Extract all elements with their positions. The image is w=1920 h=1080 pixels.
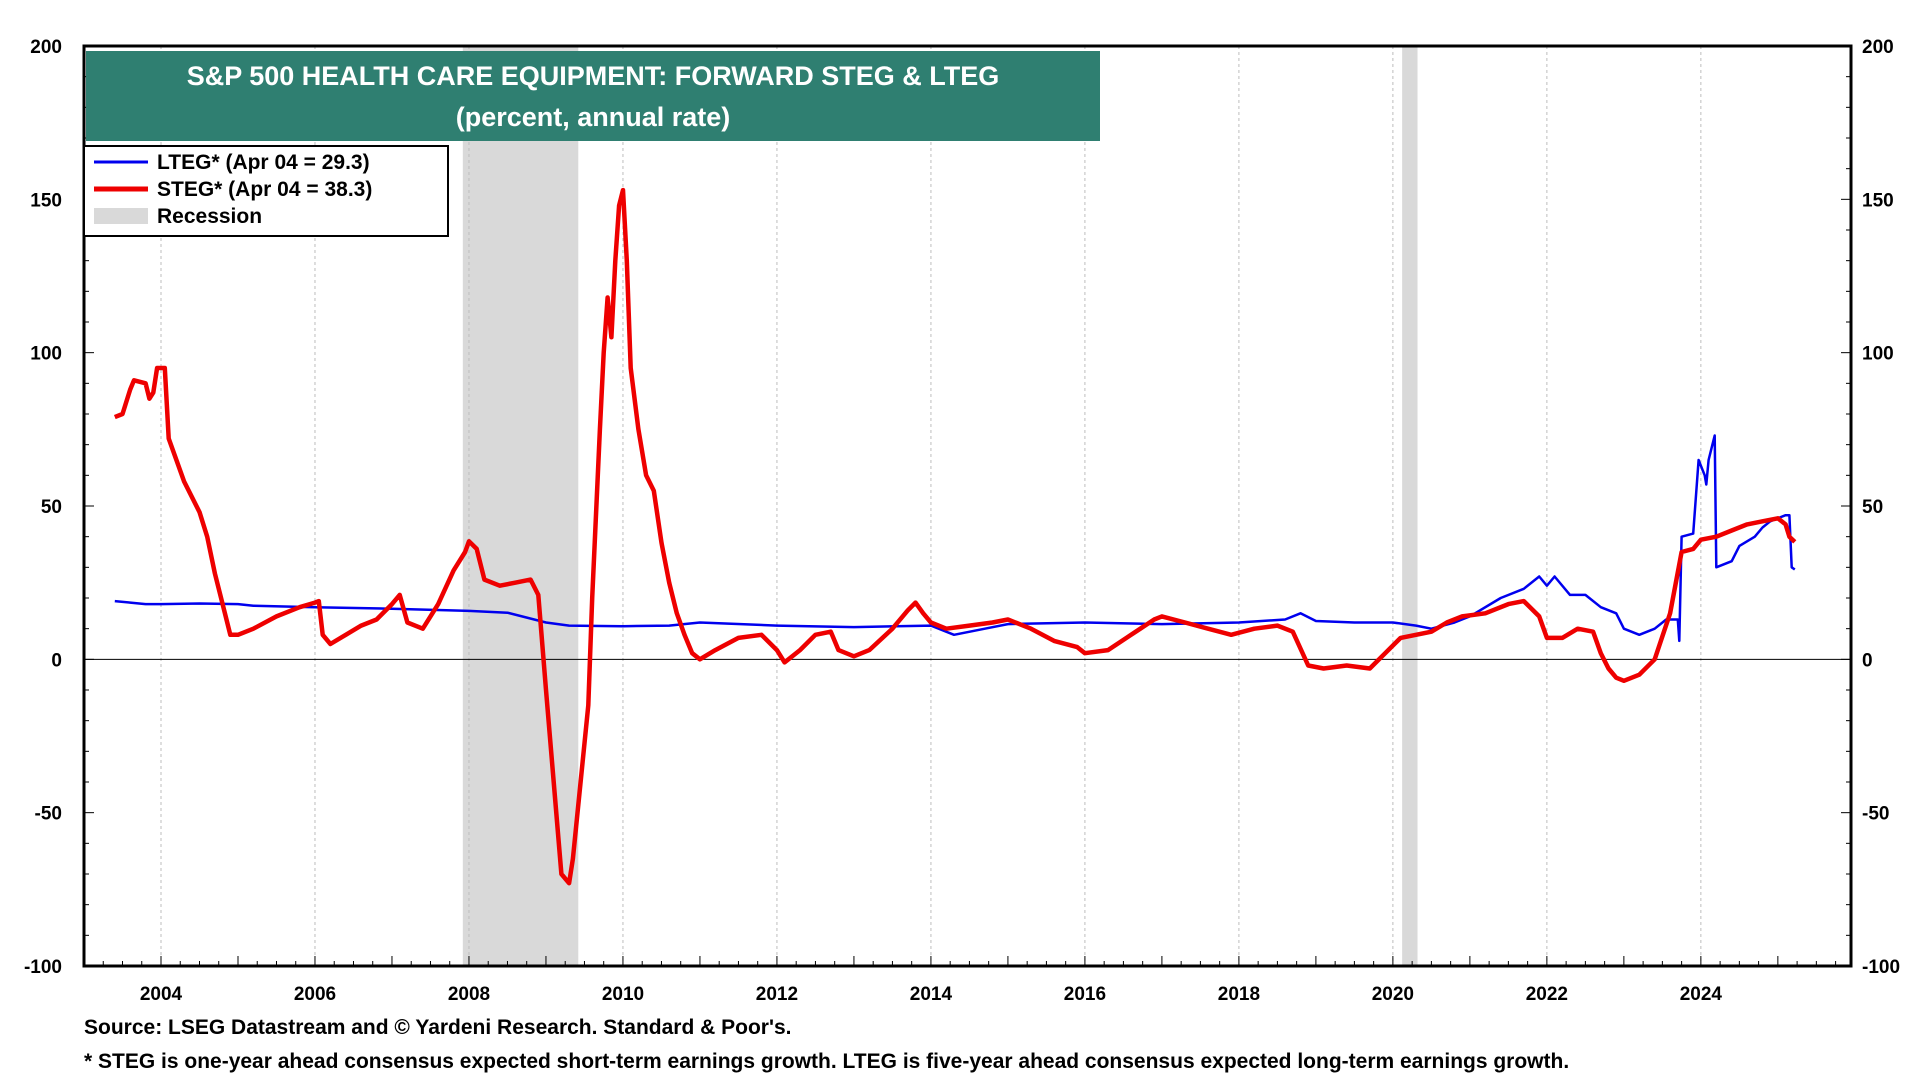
y-tick-label-right-0: 0: [1862, 650, 1873, 671]
y-tick-label-left--100: -100: [24, 957, 62, 978]
title-background: [86, 51, 1100, 141]
y-tick-label-left-0: 0: [51, 650, 62, 671]
y-tick-label-left-100: 100: [30, 344, 62, 365]
legend-swatch-recession: [94, 208, 148, 224]
x-tick-label-2012: 2012: [756, 984, 798, 1005]
y-tick-label-right--100: -100: [1862, 957, 1900, 978]
series-line-steg: [113, 187, 1797, 886]
y-tick-label-left-50: 50: [41, 497, 62, 518]
chart-title: S&P 500 HEALTH CARE EQUIPMENT: FORWARD S…: [187, 61, 1000, 91]
legend-label-recession: Recession: [157, 205, 262, 228]
x-tick-label-2018: 2018: [1218, 984, 1260, 1005]
y-tick-label-right-100: 100: [1862, 344, 1894, 365]
axis-ticks: 2004 2006 2008 2010 2012 2014 2016 2018 2020 2022…: [24, 37, 1900, 1005]
x-tick-label-2022: 2022: [1526, 984, 1568, 1005]
y-tick-label-right-50: 50: [1862, 497, 1883, 518]
recession-band-1: [462, 46, 579, 966]
x-tick-label-2010: 2010: [602, 984, 644, 1005]
x-tick-label-2016: 2016: [1064, 984, 1106, 1005]
chart-subtitle: (percent, annual rate): [456, 102, 731, 132]
legend: LTEG* (Apr 04 = 29.3) STEG* (Apr 04 = 38…: [83, 145, 449, 237]
recession-band-2: [1402, 46, 1418, 966]
y-tick-label-left-150: 150: [30, 190, 62, 211]
title-box: S&P 500 HEALTH CARE EQUIPMENT: FORWARD S…: [86, 51, 1100, 141]
x-tick-label-2024: 2024: [1680, 984, 1723, 1005]
legend-label-lteg: LTEG* (Apr 04 = 29.3): [157, 151, 370, 174]
y-tick-label-left-200: 200: [30, 37, 62, 58]
series-lines: [113, 187, 1797, 886]
x-tick-label-2004: 2004: [140, 984, 183, 1005]
y-tick-label-left--50: -50: [35, 804, 62, 825]
y-tick-label-right-150: 150: [1862, 190, 1894, 211]
series-line-lteg: [114, 434, 1796, 643]
x-tick-label-2020: 2020: [1372, 984, 1414, 1005]
x-tick-label-2014: 2014: [910, 984, 953, 1005]
definition-footnote: * STEG is one-year ahead consensus expec…: [84, 1050, 1570, 1073]
legend-label-steg: STEG* (Apr 04 = 38.3): [157, 178, 372, 201]
y-tick-label-right-200: 200: [1862, 37, 1894, 58]
x-tick-label-2006: 2006: [294, 984, 336, 1005]
x-tick-label-2008: 2008: [448, 984, 490, 1005]
recession-bands: [462, 46, 1418, 966]
y-tick-label-right--50: -50: [1862, 804, 1889, 825]
source-footnote: Source: LSEG Datastream and © Yardeni Re…: [84, 1016, 792, 1039]
